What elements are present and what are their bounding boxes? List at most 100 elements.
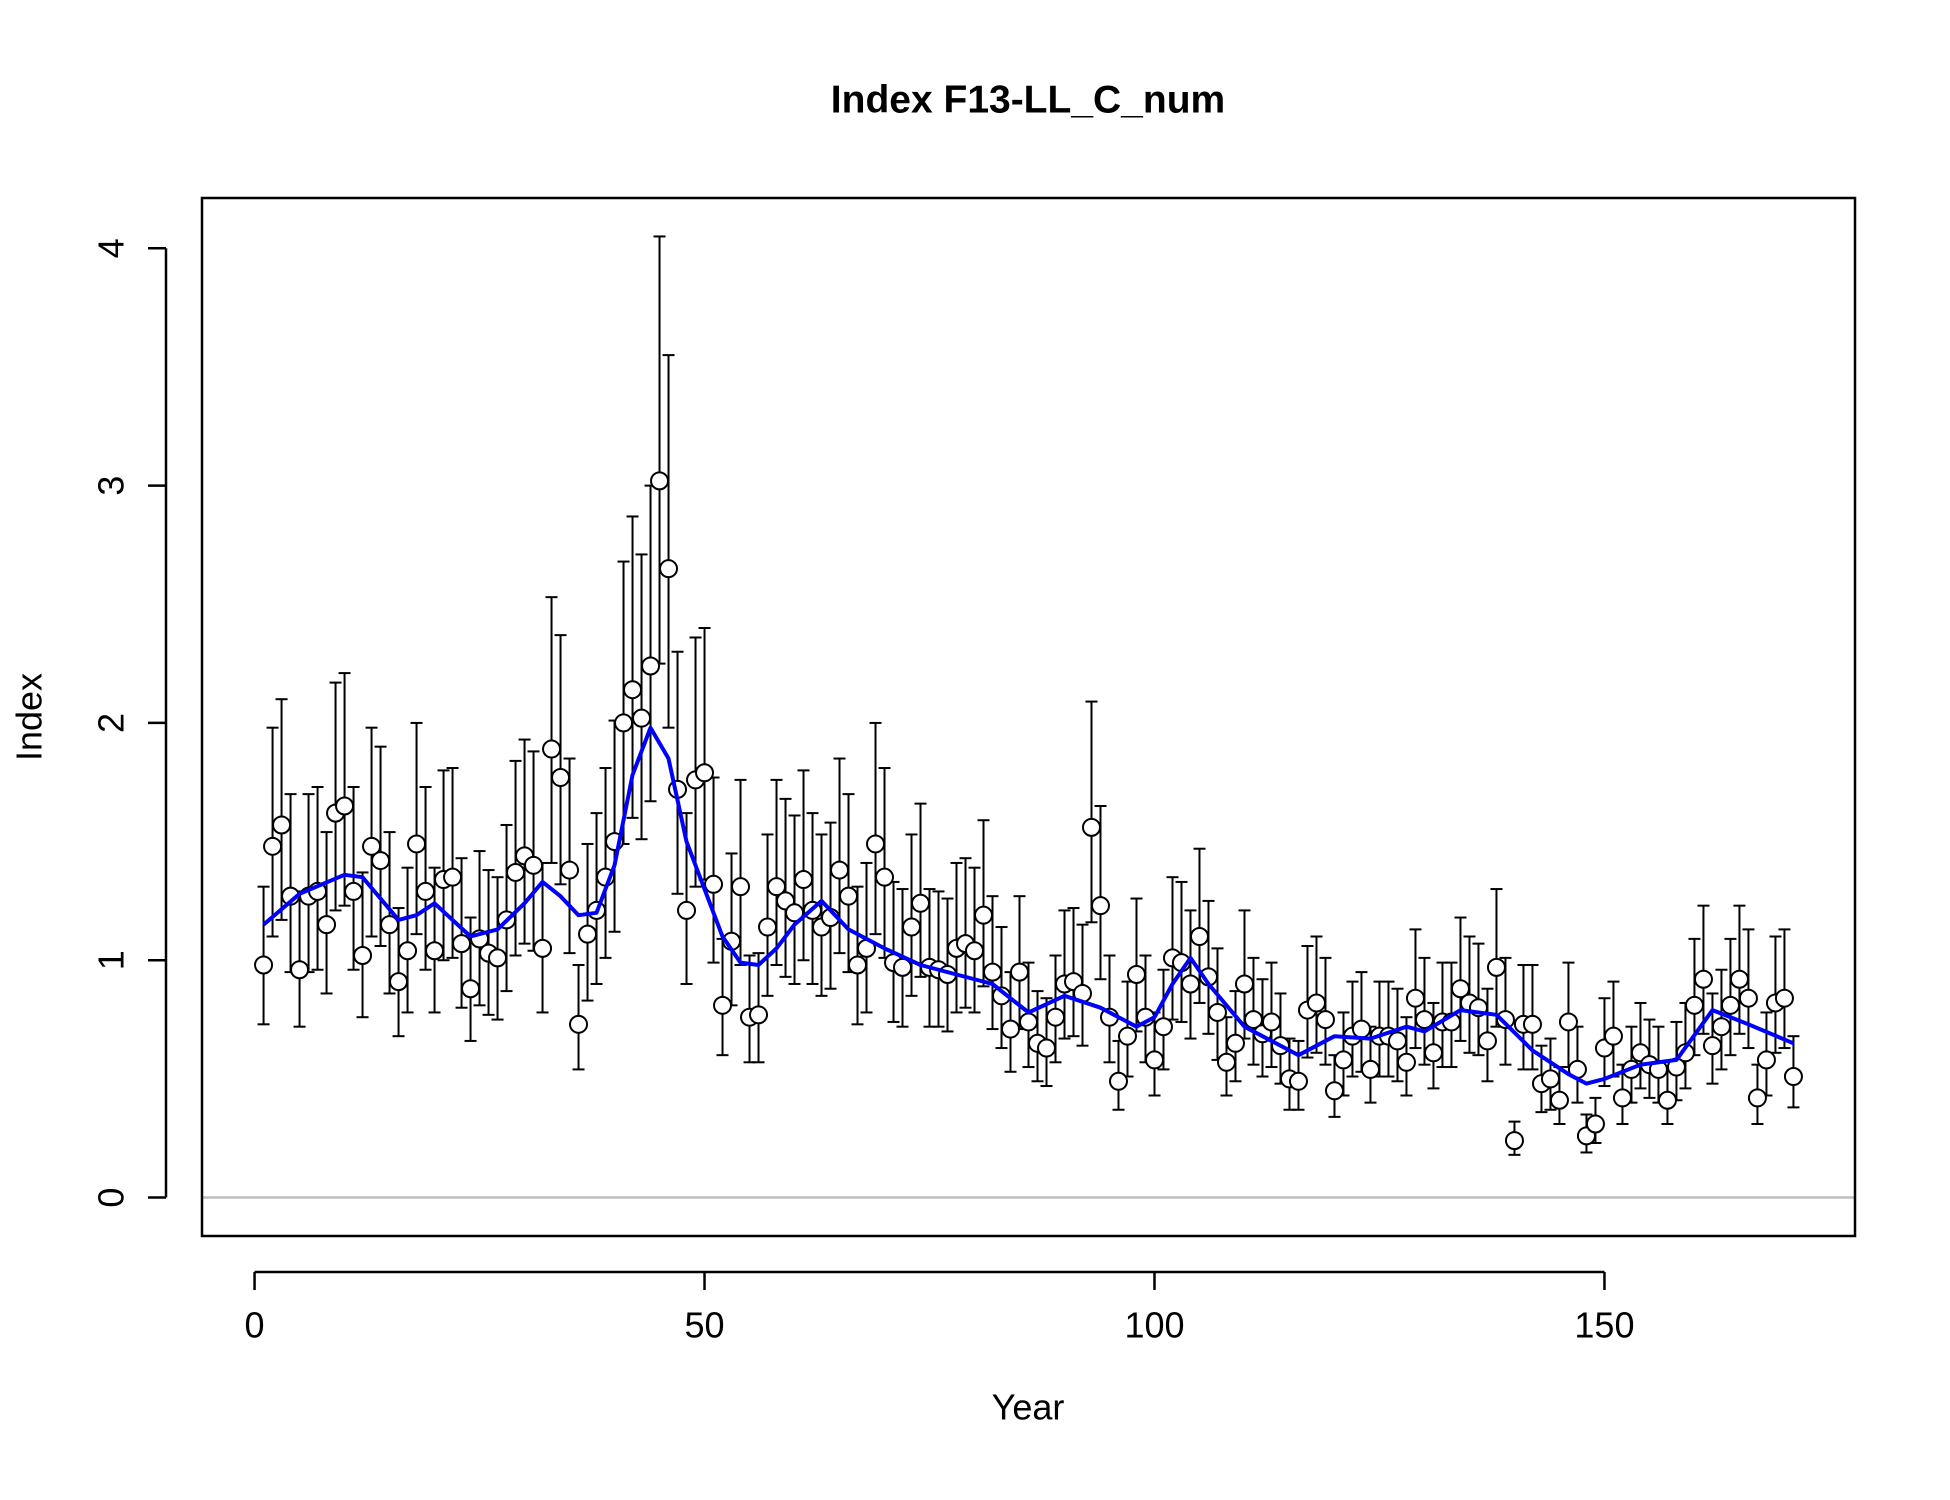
data-point xyxy=(506,862,526,882)
data-point xyxy=(1324,1081,1344,1101)
data-point xyxy=(713,995,733,1015)
data-point xyxy=(1549,1090,1569,1110)
data-point xyxy=(1360,1059,1380,1079)
data-point xyxy=(614,713,634,733)
data-point xyxy=(1711,1017,1731,1037)
data-point xyxy=(1090,896,1110,916)
data-point xyxy=(704,874,724,894)
data-point xyxy=(1180,974,1200,994)
x-axis-label: Year xyxy=(992,1387,1065,1428)
chart-title: Index F13-LL_C_num xyxy=(831,78,1225,121)
data-point xyxy=(407,834,427,854)
data-point xyxy=(1603,1026,1623,1046)
data-point xyxy=(272,815,292,835)
data-point xyxy=(830,860,850,880)
data-point xyxy=(1001,1019,1021,1039)
data-point xyxy=(1216,1052,1236,1072)
data-point xyxy=(1153,1017,1173,1037)
data-point xyxy=(353,945,373,965)
data-point xyxy=(758,917,778,937)
data-point xyxy=(1783,1067,1803,1087)
data-point xyxy=(1774,988,1794,1008)
data-point xyxy=(767,877,787,897)
data-point xyxy=(560,860,580,880)
data-point xyxy=(1756,1050,1776,1070)
data-point xyxy=(1108,1071,1128,1091)
data-point xyxy=(785,903,805,923)
data-point xyxy=(1010,962,1030,982)
data-point xyxy=(389,972,409,992)
data-point xyxy=(677,900,697,920)
data-point xyxy=(425,941,445,961)
data-point xyxy=(1738,988,1758,1008)
data-point xyxy=(974,905,994,925)
data-point xyxy=(1225,1033,1245,1053)
data-point xyxy=(380,915,400,935)
data-point xyxy=(551,768,571,788)
y-tick-label: 3 xyxy=(91,476,132,496)
data-point xyxy=(1684,995,1704,1015)
data-point xyxy=(1558,1012,1578,1032)
data-point xyxy=(875,867,895,887)
data-point xyxy=(1585,1114,1605,1134)
data-point xyxy=(344,881,364,901)
data-point xyxy=(1126,964,1146,984)
data-point xyxy=(371,851,391,871)
data-point xyxy=(542,739,562,759)
data-point xyxy=(1693,969,1713,989)
y-tick-label: 1 xyxy=(91,950,132,970)
data-point xyxy=(1234,974,1254,994)
data-point xyxy=(1720,995,1740,1015)
data-point xyxy=(290,960,310,980)
data-point xyxy=(524,855,544,875)
data-point xyxy=(398,941,418,961)
data-point xyxy=(263,836,283,856)
data-point xyxy=(623,680,643,700)
data-point xyxy=(1387,1031,1407,1051)
data-point xyxy=(1423,1043,1443,1063)
data-point xyxy=(659,559,679,579)
data-point xyxy=(317,915,337,935)
data-point xyxy=(1333,1050,1353,1070)
data-point xyxy=(1036,1038,1056,1058)
data-point xyxy=(1019,1012,1038,1032)
data-point xyxy=(794,870,814,890)
data-point xyxy=(1081,817,1101,837)
data-point xyxy=(1288,1071,1308,1091)
data-point xyxy=(965,941,985,961)
data-point xyxy=(749,1005,769,1025)
data-point xyxy=(983,962,1003,982)
data-point xyxy=(254,955,274,975)
data-point xyxy=(443,867,463,887)
data-point xyxy=(1450,979,1470,999)
data-point xyxy=(1261,1012,1281,1032)
data-point xyxy=(1486,957,1506,977)
data-point xyxy=(1144,1050,1164,1070)
data-point xyxy=(839,886,859,906)
data-point xyxy=(1612,1088,1632,1108)
data-point xyxy=(1117,1026,1137,1046)
data-point xyxy=(731,877,751,897)
data-point xyxy=(1522,1014,1542,1034)
y-axis-label: Index xyxy=(9,673,50,761)
data-point xyxy=(488,948,508,968)
data-point xyxy=(452,934,472,954)
data-point xyxy=(1747,1088,1767,1108)
fit-line xyxy=(262,725,1795,1086)
y-tick-label: 2 xyxy=(91,713,132,733)
x-tick-label: 100 xyxy=(1124,1305,1184,1346)
data-point xyxy=(578,924,598,944)
x-tick-label: 50 xyxy=(685,1305,725,1346)
data-point xyxy=(866,834,886,854)
data-point xyxy=(1405,988,1425,1008)
x-tick-label: 0 xyxy=(245,1305,265,1346)
y-tick-label: 4 xyxy=(91,238,132,258)
data-point xyxy=(1702,1036,1722,1056)
data-point xyxy=(1495,1010,1515,1030)
data-point xyxy=(1351,1019,1371,1039)
data-point xyxy=(1729,969,1749,989)
data-point xyxy=(533,938,553,958)
data-point xyxy=(1315,1010,1335,1030)
